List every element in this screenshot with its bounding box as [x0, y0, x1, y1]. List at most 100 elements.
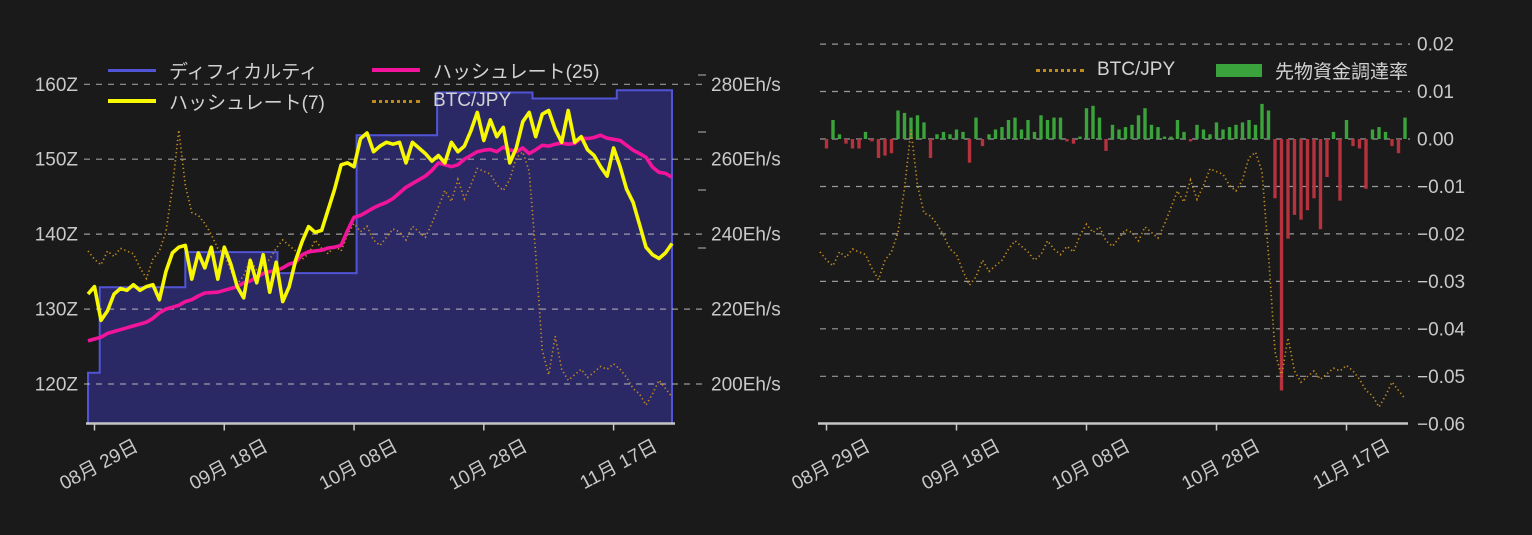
y-right-tick-label: 0.00: [1417, 130, 1454, 151]
funding-bar-positive: [1006, 120, 1011, 139]
legend-item-btcjpy-left: BTC/JPY: [372, 88, 511, 114]
funding-bar-positive: [1019, 129, 1024, 139]
left-chart-gridlines: 160Z 280Eh/s 150Z 260Eh/s 140Z 240Eh/s 130Z 220…: [35, 74, 781, 396]
y-left-tick-label: 160Z: [35, 75, 79, 96]
funding-bar-positive: [837, 134, 842, 139]
funding-bar-positive: [831, 120, 835, 139]
funding-bar-negative: [1188, 139, 1193, 142]
funding-bar-positive: [1227, 127, 1232, 139]
funding-bar-negative: [1390, 139, 1394, 147]
difficulty-hashrate-chart: 160Z 280Eh/s 150Z 260Eh/s 140Z 240Eh/s 130Z 220…: [35, 74, 781, 495]
funding-rate-bars: [824, 103, 1407, 391]
funding-bar-positive: [1078, 136, 1082, 139]
funding-bar-positive: [1130, 124, 1134, 139]
funding-bar-positive: [1201, 129, 1206, 139]
y-left-tick-label: 120Z: [35, 375, 79, 396]
y-right-tick-label: 0.01: [1417, 82, 1454, 103]
x-tick-label: 10月 08日: [1048, 436, 1133, 495]
funding-bar-positive: [902, 112, 907, 139]
y-right-tick-label: 260Eh/s: [711, 150, 781, 171]
funding-bar-negative: [824, 139, 829, 149]
funding-bar-positive: [1182, 131, 1186, 139]
legend-item-hashrate25: ハッシュレート(25): [372, 57, 599, 83]
funding-bar-positive: [1175, 120, 1180, 139]
price-funding-chart: 0.02 0.01 0.00 −0.01 −0.02 −0.03 −0.04 −0.05 −0.…: [788, 35, 1465, 495]
funding-bar-positive: [1195, 124, 1199, 139]
legend-item-hashrate7: ハッシュレート(7): [108, 88, 325, 114]
funding-bar-positive: [1162, 136, 1167, 139]
x-tick-label: 10月 28日: [446, 436, 531, 495]
funding-bar-positive: [1169, 136, 1173, 139]
y-right-tick-label: −0.01: [1417, 177, 1465, 198]
legend-label-difficulty: ディフィカルティ: [169, 61, 319, 83]
funding-bar-negative: [870, 139, 874, 142]
funding-bar-negative: [1305, 139, 1310, 211]
funding-bar-positive: [915, 115, 920, 139]
funding-bar-positive: [1370, 129, 1375, 139]
funding-bar-positive: [1208, 134, 1212, 139]
legend-item-btcjpy-right: BTC/JPY: [1036, 57, 1175, 83]
funding-bar-negative: [1312, 139, 1316, 199]
x-tick-label: 09月 18日: [186, 436, 271, 495]
funding-bar-positive: [948, 134, 952, 139]
funding-bar-positive: [1403, 117, 1407, 139]
funding-bar-positive: [896, 110, 900, 139]
x-tick-label: 11月 17日: [577, 436, 661, 494]
funding-bar-positive: [1383, 131, 1388, 139]
x-tick-label: 08月 29日: [788, 436, 873, 495]
btcjpy-dotted-swatch-right: [1036, 68, 1084, 72]
legend-label-btcjpy-right: BTC/JPY: [1097, 59, 1176, 80]
funding-bar-negative: [1279, 139, 1284, 391]
legend-label-btcjpy-left: BTC/JPY: [433, 90, 512, 111]
funding-bar-negative: [1357, 139, 1362, 149]
funding-bar-negative: [889, 139, 894, 154]
funding-bar-positive: [1097, 117, 1102, 139]
funding-bar-positive: [1052, 117, 1056, 139]
y-right-tick-label: 280Eh/s: [711, 75, 781, 96]
y-right-tick-label: 220Eh/s: [711, 300, 781, 321]
btcjpy-dotted-swatch: [372, 99, 420, 103]
funding-bar-positive: [1253, 124, 1258, 139]
funding-bar-positive: [1377, 127, 1381, 139]
x-tick-label: 09月 18日: [918, 436, 1003, 495]
y-right-tick-label: −0.03: [1417, 272, 1465, 293]
funding-bar-positive: [993, 129, 998, 139]
y-left-tick-label: 150Z: [35, 150, 79, 171]
funding-bar-positive: [1091, 105, 1095, 139]
funding-bar-negative: [1286, 139, 1290, 239]
funding-bar-positive: [1123, 127, 1128, 139]
funding-bar-negative: [1065, 139, 1069, 142]
hashrate25-line-swatch: [372, 68, 420, 72]
funding-bar-positive: [1039, 115, 1043, 139]
funding-bar-negative: [1299, 139, 1303, 220]
funding-bar-positive: [974, 117, 978, 139]
funding-bar-positive: [1143, 108, 1147, 139]
y-left-tick-label: 140Z: [35, 225, 79, 246]
funding-bar-positive: [1260, 103, 1264, 139]
funding-bar-negative: [883, 139, 887, 156]
legend-label-hashrate25: ハッシュレート(25): [433, 61, 600, 83]
funding-bar-positive: [1013, 117, 1017, 139]
y-right-tick-label: 0.02: [1417, 35, 1454, 56]
funding-bar-negative: [1292, 139, 1297, 215]
funding-bar-positive: [1117, 129, 1121, 139]
hashrate7-line-swatch: [108, 99, 156, 103]
x-tick-label: 10月 08日: [316, 436, 401, 495]
legend-item-difficulty: ディフィカルティ: [108, 57, 318, 83]
funding-bar-positive: [922, 122, 926, 139]
funding-rate-bar-swatch: [1216, 63, 1262, 77]
funding-bar-negative: [1318, 139, 1323, 230]
funding-bar-positive: [909, 117, 913, 139]
right-chart-gridlines: 0.02 0.01 0.00 −0.01 −0.02 −0.03 −0.04 −0.05 −0.…: [820, 35, 1466, 435]
funding-bar-negative: [1325, 139, 1329, 177]
funding-bar-negative: [1273, 139, 1277, 199]
funding-bar-positive: [954, 129, 959, 139]
funding-bar-positive: [1058, 117, 1063, 139]
funding-bar-positive: [1344, 120, 1349, 139]
hashrate7-line: [86, 108, 674, 323]
funding-bar-negative: [1104, 139, 1108, 151]
funding-bar-positive: [1221, 129, 1225, 139]
funding-bar-negative: [928, 139, 933, 158]
funding-bar-positive: [1266, 110, 1271, 139]
